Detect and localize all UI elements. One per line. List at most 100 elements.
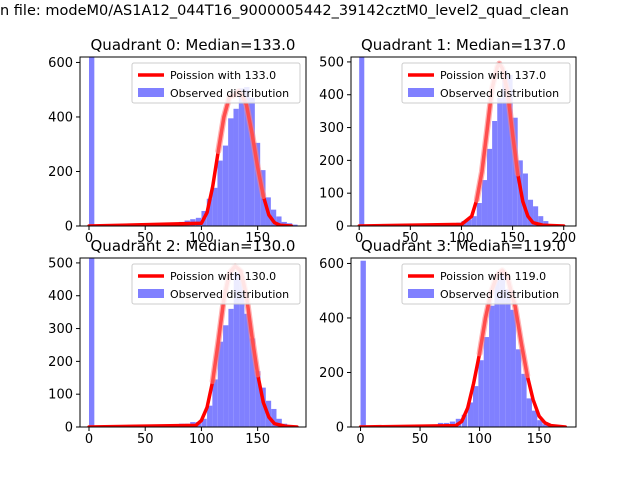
histogram-bar [497, 98, 503, 226]
histogram-bar [217, 160, 223, 226]
legend-box [131, 263, 301, 305]
x-tick-label: 50 [137, 432, 154, 447]
legend: Poission with 133.0 Observed distribution [131, 62, 301, 104]
y-tick-label: 400 [319, 311, 344, 326]
histogram-bar [510, 309, 516, 427]
subplot-title: Quadrant 1: Median=137.0 [361, 36, 566, 54]
y-tick-label: 0 [336, 220, 344, 235]
legend-box [401, 62, 571, 104]
histogram-bar [233, 108, 239, 226]
histogram-bar [543, 221, 549, 226]
histogram-bar [223, 325, 229, 427]
histogram-bar [249, 338, 256, 427]
x-tick-label: 0 [85, 432, 93, 447]
axes-frame [79, 257, 307, 428]
legend-observed-label: Observed distribution [170, 288, 289, 301]
histogram-bar [260, 387, 266, 427]
histogram-bar [499, 270, 506, 427]
histogram-bar [212, 187, 218, 226]
y-tick-label: 100 [319, 187, 344, 202]
histogram-bar [494, 279, 500, 427]
y-tick-label: 500 [319, 55, 344, 70]
quadrant-panel-2: 0 50 100 150 0 100 200 300 400 500 Quadrant 2: Med… [48, 237, 307, 447]
y-tick-label: 100 [48, 388, 73, 403]
y-tick-label: 0 [65, 220, 73, 235]
histogram-bar [466, 219, 472, 226]
x-tick-label: 50 [402, 231, 419, 246]
histogram-bar [542, 424, 549, 427]
histogram-bar [255, 371, 261, 427]
legend-observed-swatch [408, 88, 434, 97]
histogram-bar [244, 313, 250, 427]
legend-observed-swatch [138, 289, 164, 298]
legend-box [401, 263, 571, 305]
quadrant-panel-0: 0 50 100 150 0 200 400 600 Quadrant 0: Median=13… [48, 36, 307, 246]
x-tick-label: 100 [449, 231, 474, 246]
y-tick-label: 200 [48, 355, 73, 370]
legend: Poission with 119.0 Observed distribution [401, 263, 571, 305]
x-tick-label: 150 [500, 231, 525, 246]
histogram-bar [489, 305, 495, 427]
legend-fit-label: Poission with 119.0 [440, 270, 546, 283]
histogram-bar [249, 97, 255, 226]
y-tick-label: 400 [48, 289, 73, 304]
subplot-title: Quadrant 2: Median=130.0 [91, 237, 296, 255]
legend-observed-swatch [138, 88, 164, 97]
legend-observed-label: Observed distribution [170, 87, 289, 100]
histogram-bar [270, 209, 277, 226]
histogram-bar [478, 360, 484, 427]
x-tick-label: 150 [245, 432, 270, 447]
axes-frame [350, 257, 577, 428]
histogram-bar [244, 86, 250, 226]
histogram-bar [531, 410, 538, 427]
histogram-bar [473, 386, 479, 427]
histogram-bar [276, 216, 282, 226]
histogram-bar [254, 142, 261, 226]
legend-observed-swatch [408, 289, 434, 298]
histogram-bar [492, 120, 498, 226]
histogram-bar [276, 418, 282, 427]
histogram-bar [228, 118, 234, 226]
x-tick-label: 0 [356, 432, 364, 447]
histogram-bar [228, 308, 234, 427]
histogram-bar [360, 260, 366, 427]
histogram-bar [533, 206, 539, 226]
legend-box [131, 62, 301, 104]
y-tick-label: 600 [48, 56, 73, 71]
histogram-bar [522, 173, 528, 226]
y-tick-label: 200 [319, 366, 344, 381]
histogram-bar [521, 373, 527, 427]
x-tick-label: 100 [189, 432, 214, 447]
y-tick-label: 400 [319, 88, 344, 103]
y-tick-label: 600 [319, 257, 344, 272]
histogram-bar [88, 258, 95, 427]
y-tick-label: 300 [319, 121, 344, 136]
histogram-bar [212, 379, 218, 427]
histogram-bar [487, 148, 493, 226]
histogram-bar [505, 289, 511, 427]
x-tick-label: 150 [527, 432, 552, 447]
histogram-bar [222, 145, 229, 226]
y-tick-label: 200 [319, 154, 344, 169]
histogram-bar [476, 203, 482, 226]
quadrant-panel-1: 0 50 100 150 200 0 100 200 300 400 500 Quadrant 1: … [319, 36, 577, 246]
axes-frame [79, 56, 307, 227]
histogram-bar [526, 398, 532, 427]
histogram-bar [481, 180, 488, 226]
histogram-bar [461, 414, 468, 427]
histogram-bar [515, 349, 522, 427]
x-tick-label: 50 [412, 432, 429, 447]
axes-frame [350, 56, 577, 227]
y-tick-label: 0 [336, 421, 344, 436]
histogram-bar [292, 224, 298, 226]
x-tick-label: 150 [245, 231, 270, 246]
histogram-bar [207, 405, 213, 427]
legend-observed-label: Observed distribution [440, 87, 559, 100]
x-tick-label: 200 [551, 231, 576, 246]
x-tick-label: 100 [467, 432, 492, 447]
histogram-bar [239, 276, 245, 427]
subplot-title: Quadrant 0: Median=133.0 [91, 36, 296, 54]
y-tick-label: 0 [65, 421, 73, 436]
histogram-bar [502, 70, 508, 226]
histogram-bar [238, 88, 245, 226]
